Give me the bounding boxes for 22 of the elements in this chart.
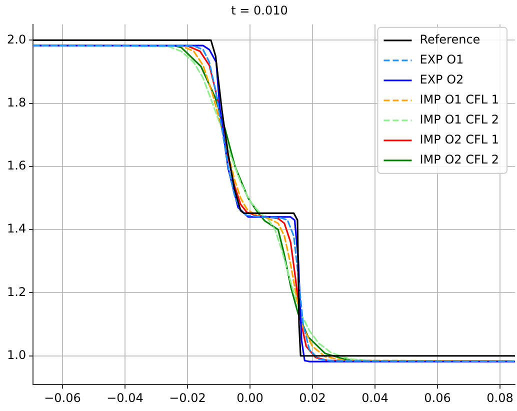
y-tick-label: 1.8 — [6, 95, 26, 110]
legend-label: IMP O1 CFL 2 — [420, 112, 500, 127]
y-tick-label: 2.0 — [6, 32, 26, 46]
y-tick-label: 1.6 — [6, 158, 26, 173]
x-tick-label: −0.02 — [169, 390, 206, 405]
y-tick-label: 1.0 — [6, 348, 26, 362]
y-tick-label: 1.2 — [6, 284, 26, 299]
legend-label: EXP O1 — [420, 52, 464, 67]
x-tick-label: −0.04 — [106, 390, 144, 405]
legend-label: IMP O2 CFL 2 — [420, 152, 500, 167]
legend-label: EXP O2 — [420, 72, 464, 87]
legend-label: Reference — [420, 32, 480, 47]
x-tick-label: 0.04 — [362, 390, 388, 405]
x-tick-label: −0.06 — [44, 390, 81, 405]
x-tick-label: 0.00 — [236, 390, 264, 405]
chart-title: t = 0.010 — [231, 3, 288, 18]
x-tick-label: 0.02 — [299, 390, 326, 405]
y-tick-label: 1.4 — [6, 222, 26, 236]
legend-label: IMP O1 CFL 1 — [420, 92, 500, 107]
x-tick-label: 0.08 — [486, 390, 514, 405]
legend-label: IMP O2 CFL 1 — [420, 132, 500, 147]
x-tick-label: 0.06 — [424, 390, 451, 405]
